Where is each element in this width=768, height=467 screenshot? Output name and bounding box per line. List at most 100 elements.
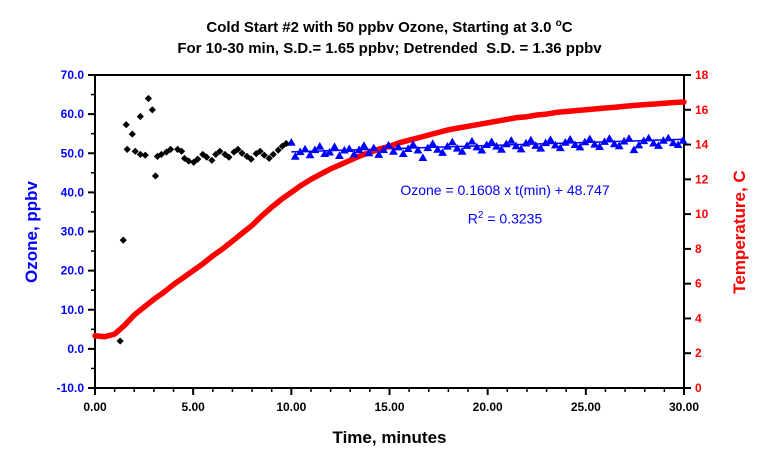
ozone-early-point: [208, 156, 216, 164]
ozone-early-point: [265, 154, 273, 162]
y-right-tick-label: 8: [695, 242, 702, 256]
ozone-late-point: [555, 143, 565, 152]
ozone-early-point: [166, 145, 175, 153]
ozone-late-point: [325, 147, 335, 156]
ozone-late-point: [649, 138, 658, 147]
ozone-early-point: [185, 157, 193, 165]
ozone-late-point: [609, 139, 619, 148]
ozone-late-point: [359, 141, 369, 149]
ozone-early-point: [136, 150, 144, 159]
ozone-early-point: [131, 147, 139, 155]
ozone-late-point: [487, 137, 496, 145]
ozone-early-point: [128, 130, 136, 138]
ozone-early-point: [122, 121, 130, 129]
ozone-late-point: [673, 140, 683, 149]
ozone-early-point: [234, 145, 242, 153]
regression-r-squared: R2 = 0.3235: [350, 203, 660, 232]
ozone-early-point: [123, 145, 131, 153]
y-left-tick-label: 30.0: [61, 225, 85, 239]
ozone-late-point: [447, 137, 457, 146]
ozone-late-point: [619, 136, 629, 145]
ozone-late-point: [536, 143, 546, 152]
ozone-late-point: [551, 140, 560, 149]
r2-superscript: 2: [477, 210, 484, 221]
y-right-tick-label: 12: [695, 172, 709, 186]
ozone-early-point: [212, 150, 220, 159]
ozone-late-point: [501, 139, 511, 148]
ozone-early-point: [274, 146, 282, 154]
y-left-tick-label: 40.0: [61, 185, 85, 199]
x-tick-label: 30.00: [669, 400, 699, 414]
ozone-late-point: [310, 145, 320, 154]
plot-frame: [94, 74, 685, 389]
ozone-late-point: [546, 135, 555, 143]
y-right-tick-label: 0: [695, 381, 702, 395]
x-tick-label: 25.00: [571, 400, 601, 414]
ozone-late-point: [658, 136, 668, 144]
ozone-late-point: [644, 133, 654, 142]
ozone-late-point: [384, 140, 393, 149]
ozone-late-point: [379, 145, 389, 154]
ozone-late-point: [457, 147, 467, 155]
ozone-early-point: [157, 150, 165, 159]
ozone-early-point: [216, 147, 224, 155]
ozone-early-point: [136, 112, 144, 121]
ozone-late-point: [467, 136, 477, 145]
ozone-late-point: [585, 134, 595, 143]
y-left-tick-label: 70.0: [61, 68, 85, 82]
ozone-late-point: [668, 138, 678, 147]
ozone-late-point: [477, 145, 487, 154]
r2-value: = 0.3235: [483, 210, 543, 227]
x-tick-label: 10.00: [276, 400, 306, 414]
y-right-tick-label: 10: [695, 207, 709, 221]
ozone-late-point: [315, 142, 325, 150]
ozone-late-point: [560, 138, 570, 146]
ozone-late-point: [604, 134, 614, 142]
ozone-late-point: [614, 141, 624, 150]
ozone-late-point: [295, 147, 305, 156]
ozone-late-point: [575, 142, 585, 151]
ozone-late-point: [565, 134, 575, 143]
regression-annotation: Ozone = 0.1608 x t(min) + 48.747 R2 = 0.…: [350, 178, 660, 232]
x-axis-title: Time, minutes: [332, 428, 447, 447]
ozone-late-point: [438, 148, 447, 156]
ozone-late-point: [452, 143, 462, 152]
ozone-late-point: [443, 142, 452, 150]
ozone-late-point: [418, 153, 428, 161]
degree-superscript: o: [555, 18, 562, 29]
ozone-early-point: [141, 151, 149, 159]
y-right-tick-label: 2: [695, 346, 702, 360]
ozone-early-point: [144, 94, 153, 103]
ozone-late-point: [629, 145, 639, 154]
ozone-early-point: [247, 155, 255, 163]
ozone-late-point: [393, 142, 403, 151]
ozone-late-point: [570, 140, 580, 149]
ozone-late-point: [595, 142, 604, 150]
y-right-tick-label: 6: [695, 277, 702, 291]
ozone-late-point: [305, 150, 315, 159]
chart-title-line2: For 10-30 min, S.D.= 1.65 ppbv; Detrende…: [177, 40, 602, 57]
ozone-late-point: [403, 144, 413, 152]
ozone-late-point: [600, 137, 609, 145]
ozone-late-point: [663, 133, 673, 142]
ozone-early-point: [225, 153, 233, 161]
ozone-early-point: [238, 149, 246, 157]
y-left-tick-label: 0.0: [67, 342, 84, 356]
y-left-tick-label: 50.0: [61, 146, 85, 160]
ozone-early-point: [203, 153, 211, 161]
ozone-late-point: [521, 138, 531, 147]
ozone-early-point: [194, 155, 202, 163]
ozone-early-point: [177, 147, 186, 155]
ozone-late-point: [462, 141, 472, 149]
ozone-late-point: [300, 144, 310, 153]
y-left-tick-label: 20.0: [61, 264, 85, 278]
ozone-late-point: [516, 144, 526, 153]
ozone-late-point: [344, 144, 354, 152]
ozone-late-point: [413, 145, 423, 154]
ozone-late-point: [624, 134, 634, 142]
ozone-late-point: [580, 137, 590, 146]
ozone-late-point: [369, 143, 379, 152]
